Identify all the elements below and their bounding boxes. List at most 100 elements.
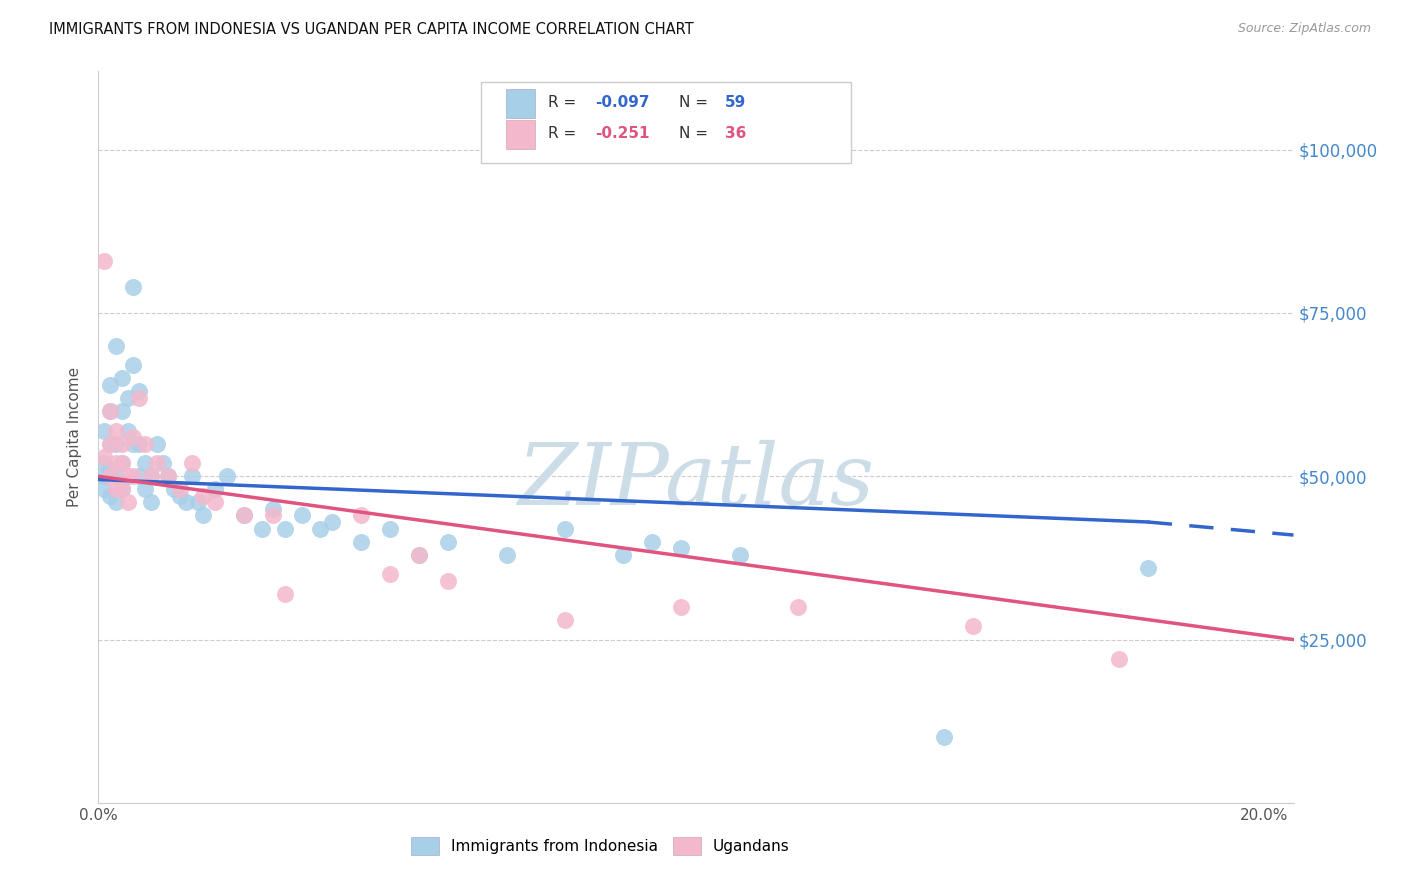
Text: R =: R = xyxy=(548,95,581,111)
Point xyxy=(122,436,145,450)
Point xyxy=(128,436,150,450)
Text: ZIPatlas: ZIPatlas xyxy=(517,440,875,523)
Point xyxy=(98,436,121,450)
Point xyxy=(204,483,226,497)
Text: 59: 59 xyxy=(724,95,747,111)
Text: 36: 36 xyxy=(724,126,747,141)
Point xyxy=(671,599,693,614)
Point xyxy=(117,391,139,405)
Point xyxy=(152,456,174,470)
Point xyxy=(180,469,202,483)
Point xyxy=(193,508,215,523)
Point xyxy=(117,469,139,483)
Point xyxy=(145,456,167,470)
Point xyxy=(98,463,121,477)
Point xyxy=(215,469,238,483)
Point xyxy=(98,436,121,450)
Text: IMMIGRANTS FROM INDONESIA VS UGANDAN PER CAPITA INCOME CORRELATION CHART: IMMIGRANTS FROM INDONESIA VS UGANDAN PER… xyxy=(49,22,693,37)
Point xyxy=(93,450,115,464)
Point xyxy=(104,436,127,450)
Point xyxy=(98,469,121,483)
Point xyxy=(437,574,460,588)
Point xyxy=(117,495,139,509)
Point xyxy=(262,502,284,516)
Point xyxy=(139,469,162,483)
Point xyxy=(117,424,139,438)
Point xyxy=(233,508,256,523)
Point xyxy=(1136,560,1159,574)
Point xyxy=(350,534,373,549)
Point xyxy=(932,731,955,745)
Point xyxy=(134,456,156,470)
Point xyxy=(139,469,162,483)
Point xyxy=(495,548,517,562)
Point xyxy=(728,548,751,562)
Point xyxy=(139,495,162,509)
Point xyxy=(962,619,984,633)
Point xyxy=(104,424,127,438)
Point xyxy=(111,436,134,450)
Point xyxy=(104,338,127,352)
Point xyxy=(157,469,180,483)
Point xyxy=(554,521,576,535)
Point xyxy=(157,469,180,483)
FancyBboxPatch shape xyxy=(481,82,852,163)
Text: Source: ZipAtlas.com: Source: ZipAtlas.com xyxy=(1237,22,1371,36)
Point xyxy=(250,521,273,535)
Point xyxy=(671,541,693,555)
Point xyxy=(122,430,145,444)
Point xyxy=(93,253,115,268)
Point xyxy=(128,391,150,405)
Point xyxy=(274,521,297,535)
Point xyxy=(128,384,150,399)
Point xyxy=(169,483,191,497)
Y-axis label: Per Capita Income: Per Capita Income xyxy=(67,367,83,508)
Point xyxy=(163,483,186,497)
Legend: Immigrants from Indonesia, Ugandans: Immigrants from Indonesia, Ugandans xyxy=(405,831,796,861)
FancyBboxPatch shape xyxy=(506,89,534,118)
Point xyxy=(98,489,121,503)
Point xyxy=(98,377,121,392)
Point xyxy=(122,280,145,294)
Point xyxy=(98,404,121,418)
Point xyxy=(193,489,215,503)
Point xyxy=(174,495,197,509)
Point xyxy=(204,495,226,509)
Point xyxy=(641,534,664,549)
Point xyxy=(104,469,127,483)
Point xyxy=(378,567,401,582)
Point xyxy=(378,521,401,535)
Point xyxy=(554,613,576,627)
Point xyxy=(104,456,127,470)
Point xyxy=(93,483,115,497)
Point xyxy=(309,521,332,535)
Point xyxy=(408,548,430,562)
Point xyxy=(98,404,121,418)
Text: N =: N = xyxy=(679,126,713,141)
Point xyxy=(134,436,156,450)
Point xyxy=(169,489,191,503)
Point xyxy=(134,483,156,497)
Point xyxy=(612,548,634,562)
Point xyxy=(186,495,208,509)
Point xyxy=(274,587,297,601)
Point xyxy=(321,515,343,529)
Text: -0.097: -0.097 xyxy=(596,95,650,111)
Point xyxy=(1108,652,1130,666)
Text: N =: N = xyxy=(679,95,713,111)
FancyBboxPatch shape xyxy=(506,120,534,149)
Point xyxy=(350,508,373,523)
Point xyxy=(128,469,150,483)
Point xyxy=(111,456,134,470)
Point xyxy=(180,456,202,470)
Point xyxy=(122,469,145,483)
Point xyxy=(104,495,127,509)
Point xyxy=(408,548,430,562)
Point xyxy=(111,483,134,497)
Point xyxy=(93,424,115,438)
Point xyxy=(104,483,127,497)
Point xyxy=(145,436,167,450)
Point xyxy=(437,534,460,549)
Text: -0.251: -0.251 xyxy=(596,126,650,141)
Point xyxy=(93,469,115,483)
